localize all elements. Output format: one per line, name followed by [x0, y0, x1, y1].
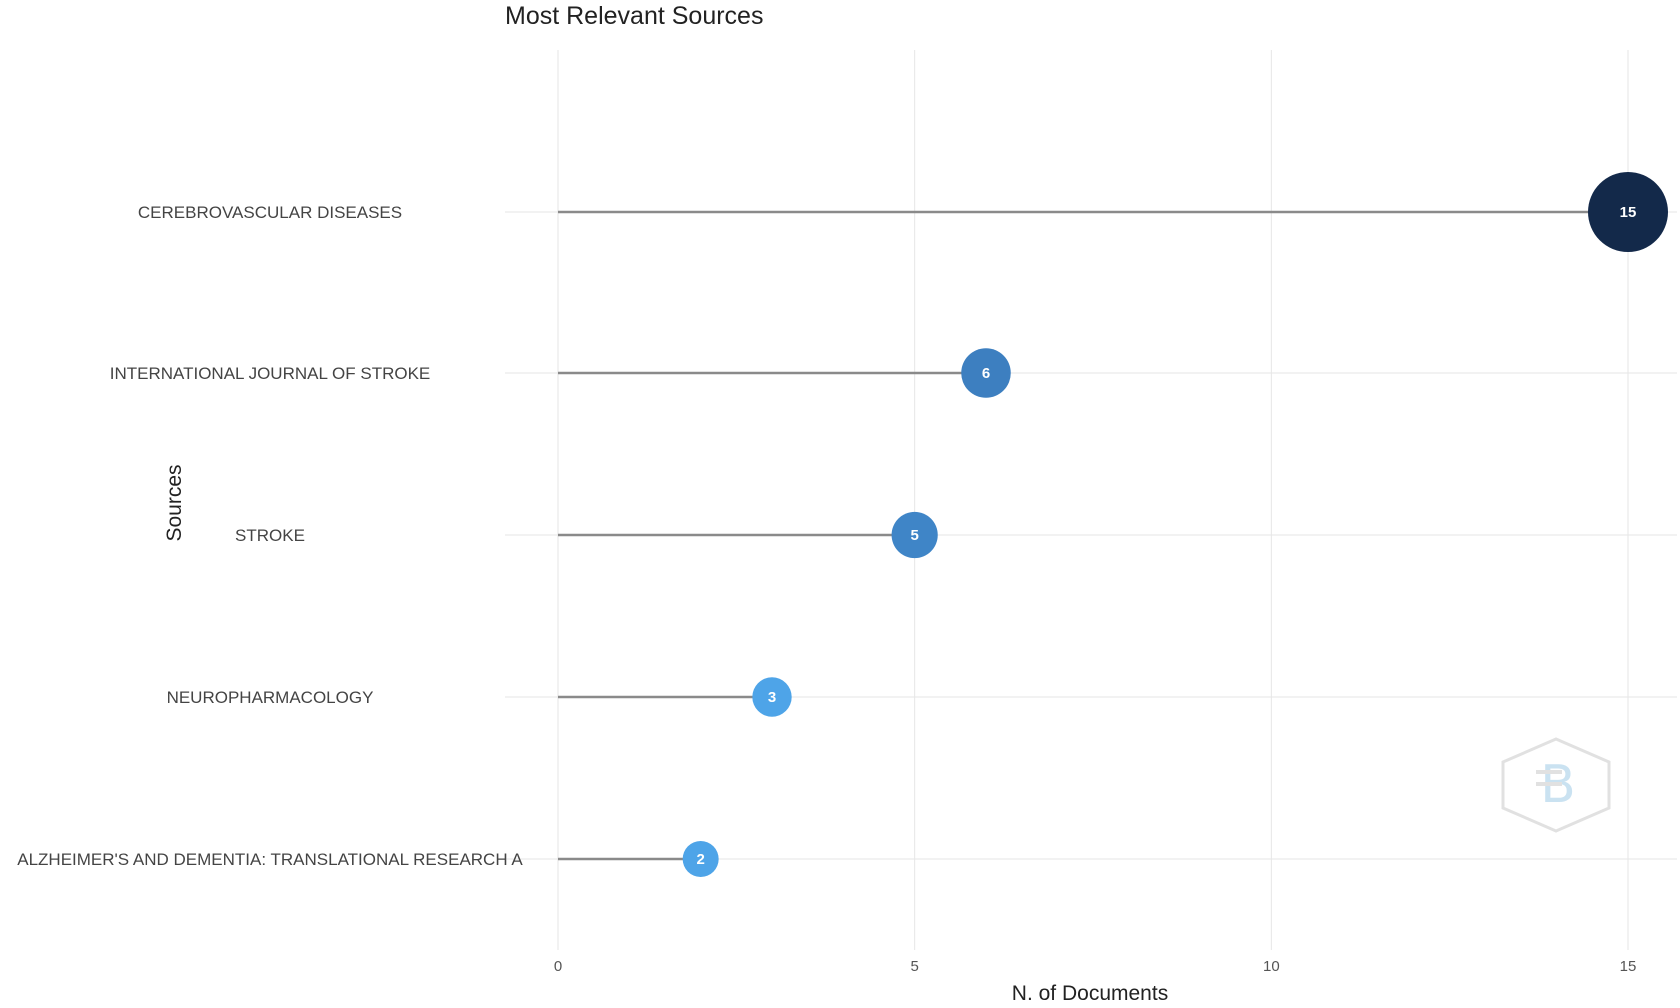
- data-point: [1588, 172, 1668, 252]
- x-tick-labels: 0 5 10 15: [554, 958, 1637, 975]
- chart-title: Most Relevant Sources: [505, 2, 763, 30]
- category-label: STROKE: [235, 526, 305, 545]
- y-axis-title: Sources: [163, 464, 186, 541]
- points: 15 6 5 3 2: [682, 172, 1668, 877]
- x-axis-title: N. of Documents: [1012, 982, 1168, 1005]
- data-point: [961, 348, 1011, 398]
- data-label: 3: [768, 689, 776, 706]
- data-label: 6: [982, 365, 990, 382]
- category-label: INTERNATIONAL JOURNAL OF STROKE: [110, 364, 431, 383]
- stems: [558, 210, 1628, 861]
- x-tick-label: 10: [1263, 958, 1280, 975]
- category-label: CEREBROVASCULAR DISEASES: [138, 203, 402, 222]
- data-label: 5: [910, 527, 918, 544]
- data-point: [752, 677, 792, 717]
- category-labels: CEREBROVASCULAR DISEASES INTERNATIONAL JO…: [17, 203, 523, 869]
- data-point: [682, 841, 719, 877]
- x-tick-label: 15: [1620, 958, 1637, 975]
- category-label: ALZHEIMER'S AND DEMENTIA: TRANSLATIONAL …: [17, 850, 523, 869]
- category-label: NEUROPHARMACOLOGY: [167, 688, 374, 707]
- data-point: [891, 511, 938, 559]
- bibliometrix-logo: B: [1501, 737, 1611, 833]
- x-tick-label: 5: [910, 958, 918, 975]
- data-label: 2: [696, 851, 704, 868]
- grid: [505, 50, 1677, 950]
- data-label: 15: [1620, 204, 1637, 221]
- x-tick-label: 0: [554, 958, 562, 975]
